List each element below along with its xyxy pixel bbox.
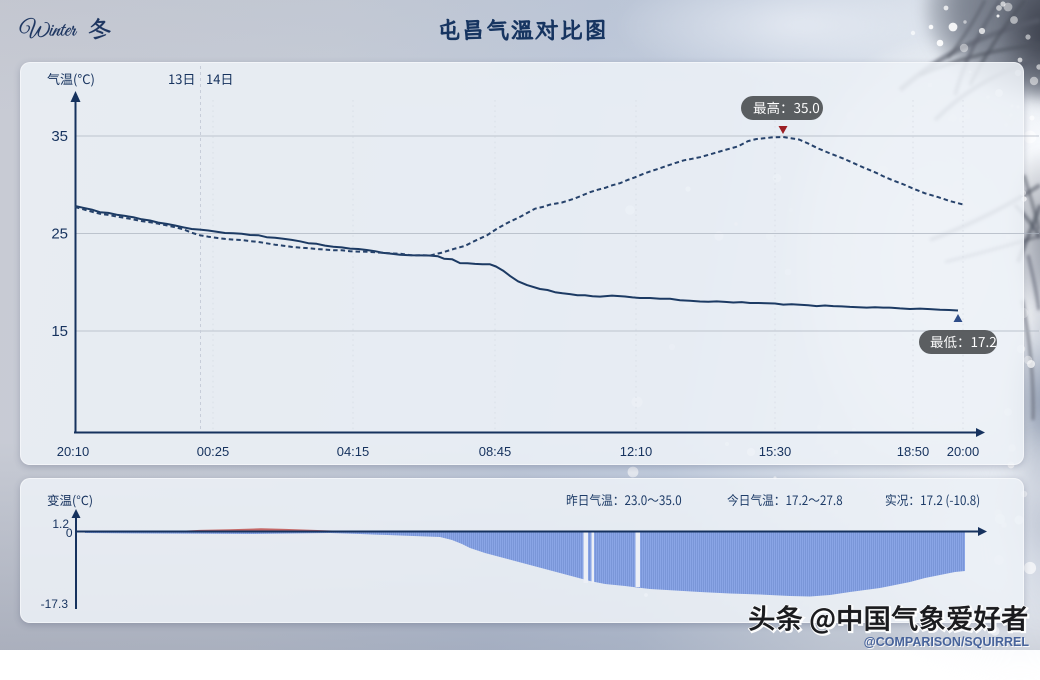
svg-text:15: 15 xyxy=(51,323,68,340)
svg-text:08:45: 08:45 xyxy=(479,444,512,459)
svg-text:0: 0 xyxy=(66,526,73,540)
svg-text:15:30: 15:30 xyxy=(759,444,792,459)
svg-text:20:10: 20:10 xyxy=(57,444,90,459)
svg-text:20:00: 20:00 xyxy=(947,444,980,459)
svg-text:35: 35 xyxy=(51,128,68,145)
svg-text:@COMPARISON/SQUIRREL: @COMPARISON/SQUIRREL xyxy=(865,636,1031,650)
svg-text:@COMPARISON/SQUIRREL: @COMPARISON/SQUIRREL xyxy=(864,635,1030,649)
svg-text:12:10: 12:10 xyxy=(620,444,653,459)
svg-text:25: 25 xyxy=(51,226,68,243)
svg-text:04:15: 04:15 xyxy=(337,444,370,459)
svg-text:-17.3: -17.3 xyxy=(41,597,69,611)
svg-text:1.2: 1.2 xyxy=(52,517,69,531)
svg-text:00:25: 00:25 xyxy=(197,444,230,459)
svg-text:18:50: 18:50 xyxy=(897,444,930,459)
